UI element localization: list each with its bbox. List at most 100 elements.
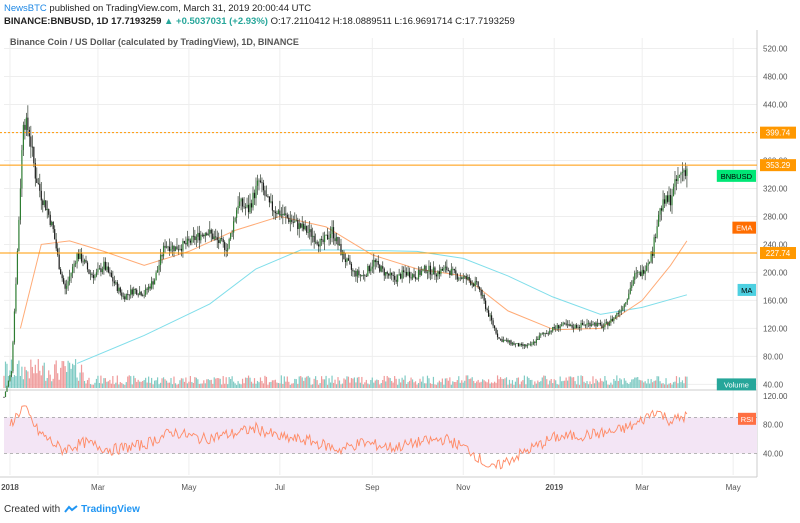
volume-bar-350 (525, 384, 527, 388)
candle-body-91 (139, 291, 141, 295)
candle-body-183 (276, 213, 278, 215)
volume-bar-313 (470, 378, 472, 388)
candle-body-218 (328, 237, 330, 240)
volume-bar-385 (577, 375, 579, 388)
volume-bar-114 (173, 376, 175, 388)
candle-body-277 (416, 278, 418, 280)
candle-body-271 (407, 271, 409, 276)
volume-bar-98 (149, 382, 151, 388)
candle-body-232 (349, 260, 351, 264)
volume-bar-117 (177, 383, 180, 388)
volume-bar-235 (353, 377, 356, 388)
volume-bar-128 (194, 377, 196, 388)
candle-body-346 (519, 344, 521, 347)
candle-body-291 (437, 271, 439, 277)
candle-body-128 (194, 236, 196, 241)
volume-bar-115 (174, 383, 177, 388)
candle-body-204 (307, 232, 309, 233)
candle-body-235 (353, 271, 356, 272)
volume-bar-139 (210, 379, 212, 388)
candle-body-231 (347, 258, 350, 261)
candle-body-284 (426, 272, 429, 273)
volume-bar-412 (617, 381, 619, 388)
volume-bar-135 (204, 383, 206, 388)
volume-bar-360 (540, 381, 542, 388)
volume-bar-380 (570, 376, 572, 388)
candle-body-113 (171, 245, 174, 250)
candle-body-405 (607, 321, 609, 326)
volume-bar-294 (441, 378, 443, 388)
candle-body-380 (570, 324, 572, 326)
volume-bar-356 (534, 381, 536, 388)
volume-bar-330 (495, 382, 497, 388)
volume-bar-161 (243, 383, 245, 388)
candle-body-236 (355, 271, 357, 277)
candle-body-96 (146, 288, 148, 290)
y-tick-label-8: 200.00 (763, 268, 788, 277)
volume-bar-274 (411, 379, 414, 388)
candle-body-249 (374, 260, 376, 263)
axis-tags: 399.74 353.29 227.74 BNBUSD EMA MA Volume RSI (716, 126, 796, 425)
candle-body-356 (534, 341, 536, 343)
candle-body-4 (9, 375, 11, 381)
candle-body-30 (48, 208, 50, 215)
candle-body-75 (115, 282, 117, 284)
volume-bar-188 (283, 376, 285, 388)
candle-body-396 (593, 322, 596, 325)
candle-body-112 (170, 249, 172, 251)
candle-body-163 (246, 204, 248, 208)
candle-body-50 (77, 253, 80, 259)
candle-body-457 (684, 170, 687, 176)
volume-bar-429 (643, 382, 645, 388)
candle-body-321 (482, 295, 484, 296)
volume-bar-431 (646, 383, 648, 388)
volume-bar-216 (325, 375, 327, 388)
candle-body-316 (474, 281, 476, 287)
volume-bar-104 (158, 384, 160, 388)
volume-bar-60 (92, 384, 95, 388)
candle-body-350 (525, 344, 527, 347)
volume-bar-106 (161, 378, 163, 388)
indicator-tag-label-3: Volume (724, 380, 749, 389)
volume-bar-411 (616, 375, 618, 388)
volume-bar-6 (12, 377, 14, 388)
candle-body-375 (562, 322, 564, 325)
candle-body-69 (106, 266, 108, 270)
volume-bar-426 (638, 379, 640, 388)
volume-bar-81 (124, 385, 126, 388)
candle-body-270 (405, 271, 408, 276)
candle-body-282 (423, 265, 426, 270)
volume-bar-76 (116, 375, 118, 388)
candle-body-217 (326, 234, 329, 240)
volume-bar-170 (256, 380, 259, 388)
volume-bar-242 (364, 382, 366, 388)
volume-bar-408 (611, 384, 613, 388)
candle-body-9 (16, 250, 19, 284)
candle-body-256 (385, 272, 387, 276)
volume-bar-116 (176, 384, 178, 388)
volume-bar-329 (493, 381, 496, 388)
volume-bar-15 (25, 370, 27, 388)
volume-bar-262 (394, 376, 396, 388)
volume-bar-288 (432, 376, 435, 388)
tradingview-brand[interactable]: TradingView (81, 504, 140, 515)
volume-bar-7 (13, 374, 16, 388)
candle-body-148 (224, 242, 226, 250)
candle-body-374 (561, 324, 563, 327)
price-chart[interactable]: Binance Coin / US Dollar (calculated by … (0, 30, 800, 502)
volume-bar-163 (246, 377, 248, 388)
volume-bar-47 (73, 365, 75, 388)
chart-title: Binance Coin / US Dollar (calculated by … (10, 37, 299, 47)
volume-bar-108 (164, 379, 166, 388)
candle-body-162 (244, 207, 247, 209)
volume-bar-450 (674, 381, 676, 388)
volume-bar-28 (45, 380, 47, 388)
candle-body-188 (283, 213, 285, 216)
volume-bar-136 (206, 379, 208, 388)
candle-body-265 (398, 274, 400, 276)
candle-body-118 (179, 248, 181, 250)
publisher-name[interactable]: NewsBTC (4, 3, 47, 14)
volume-bar-134 (203, 380, 205, 388)
x-tick-label-3: Jul (275, 483, 285, 492)
candle-body-422 (632, 280, 634, 286)
